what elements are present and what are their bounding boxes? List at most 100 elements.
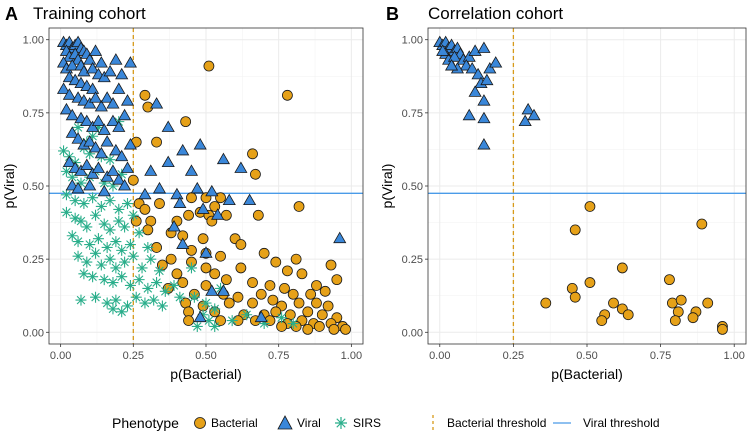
x-tick-label: 0.50 xyxy=(195,350,216,362)
point-bacterial xyxy=(340,323,351,335)
legend-marker-sirs xyxy=(335,417,347,429)
point-bacterial xyxy=(180,116,192,128)
point-sirs xyxy=(116,168,128,180)
point-viral xyxy=(161,155,175,168)
point-viral xyxy=(94,56,108,68)
panel-correlation-cohort: B Correlation cohort 0.00 0.00 0.25 0.25 0.5… xyxy=(379,4,747,382)
point-bacterial xyxy=(287,288,299,300)
point-bacterial xyxy=(696,218,708,230)
point-viral xyxy=(444,59,459,71)
point-bacterial xyxy=(622,309,634,321)
point-viral xyxy=(106,97,120,109)
point-bacterial xyxy=(250,168,261,180)
point-viral xyxy=(480,73,494,86)
point-viral xyxy=(83,97,97,109)
point-viral xyxy=(184,164,199,176)
point-viral xyxy=(170,187,184,200)
point-bacterial xyxy=(596,315,608,326)
point-viral xyxy=(65,59,79,71)
point-bacterial xyxy=(316,309,328,321)
legend-marker-bacterial xyxy=(194,417,206,429)
point-viral xyxy=(86,82,100,94)
point-viral xyxy=(91,161,106,173)
point-sirs xyxy=(84,239,96,251)
point-viral xyxy=(222,193,236,206)
point-sirs xyxy=(95,259,107,271)
point-bacterial xyxy=(177,277,189,288)
point-viral xyxy=(176,237,190,249)
point-sirs xyxy=(84,148,96,160)
point-bacterial xyxy=(569,291,581,303)
point-sirs xyxy=(60,165,72,177)
point-viral xyxy=(62,155,76,168)
point-sirs xyxy=(153,265,165,277)
y-tick-label: 0.00 xyxy=(402,327,423,339)
y-tick-label: 1.00 xyxy=(23,35,44,47)
point-sirs xyxy=(113,215,125,227)
point-sirs xyxy=(113,203,125,215)
x-tick-label: 0.50 xyxy=(576,350,597,362)
point-bacterial xyxy=(313,321,325,332)
point-viral xyxy=(88,140,103,153)
point-viral xyxy=(176,143,190,156)
point-sirs xyxy=(110,236,122,248)
point-viral xyxy=(112,173,126,185)
point-bacterial xyxy=(252,209,264,221)
point-bacterial xyxy=(264,280,276,291)
panel-label-b: B xyxy=(386,4,399,24)
point-viral xyxy=(115,149,129,162)
legend-star-shape xyxy=(335,417,347,429)
point-viral xyxy=(138,187,152,200)
point-viral xyxy=(88,44,103,56)
point-viral xyxy=(123,138,137,150)
point-bacterial xyxy=(328,323,340,335)
point-sirs xyxy=(209,303,221,315)
y-tick-label: 1.00 xyxy=(402,35,423,47)
point-sirs xyxy=(258,318,270,330)
point-viral xyxy=(94,146,108,159)
point-bacterial xyxy=(200,280,212,291)
point-viral xyxy=(161,120,175,132)
point-sirs xyxy=(287,318,299,330)
point-sirs xyxy=(226,315,238,327)
point-sirs xyxy=(122,300,133,312)
point-sirs xyxy=(69,212,81,224)
point-bacterial xyxy=(322,300,334,312)
point-sirs xyxy=(75,177,87,189)
point-viral xyxy=(112,120,126,132)
point-viral xyxy=(173,196,187,208)
legend-label-bacterial: Bacterial xyxy=(211,416,258,430)
y-tick-label: 0.75 xyxy=(23,108,44,120)
point-viral xyxy=(527,108,541,121)
point-sirs xyxy=(101,297,113,309)
points-a xyxy=(56,35,351,335)
point-sirs xyxy=(107,303,119,315)
x-tick-label: 0.25 xyxy=(123,350,144,362)
point-sirs xyxy=(124,239,136,251)
point-viral xyxy=(471,67,485,80)
point-viral xyxy=(106,114,120,127)
point-sirs xyxy=(90,291,102,303)
point-viral xyxy=(216,284,231,296)
point-viral xyxy=(149,97,164,109)
point-bacterial xyxy=(223,297,235,309)
point-viral xyxy=(518,114,532,127)
point-bacterial xyxy=(302,306,314,318)
point-sirs xyxy=(104,154,116,166)
point-sirs xyxy=(188,291,200,303)
point-bacterial xyxy=(584,277,596,288)
point-sirs xyxy=(60,189,72,201)
point-sirs xyxy=(122,198,133,210)
y-tick-label: 0.75 xyxy=(402,108,423,120)
point-viral xyxy=(86,61,100,74)
point-sirs xyxy=(168,279,180,291)
point-sirs xyxy=(104,195,116,207)
point-bacterial xyxy=(279,283,290,294)
point-bacterial xyxy=(165,253,177,265)
x-tick-label: 0.00 xyxy=(50,350,71,362)
point-bacterial xyxy=(675,294,687,306)
legend-label-sirs: SIRS xyxy=(353,416,381,430)
legend-label-bacterial-threshold: Bacterial threshold xyxy=(447,416,546,430)
point-bacterial xyxy=(616,262,628,274)
